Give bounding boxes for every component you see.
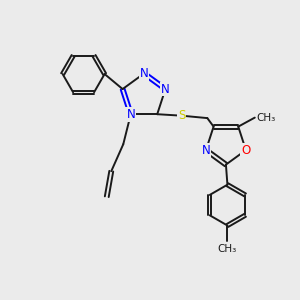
Text: N: N bbox=[126, 108, 135, 121]
Text: O: O bbox=[241, 144, 250, 157]
Text: N: N bbox=[202, 144, 210, 157]
Text: N: N bbox=[161, 82, 170, 95]
Text: CH₃: CH₃ bbox=[218, 244, 237, 254]
Text: CH₃: CH₃ bbox=[256, 112, 275, 123]
Text: S: S bbox=[178, 109, 185, 122]
Text: N: N bbox=[140, 67, 148, 80]
